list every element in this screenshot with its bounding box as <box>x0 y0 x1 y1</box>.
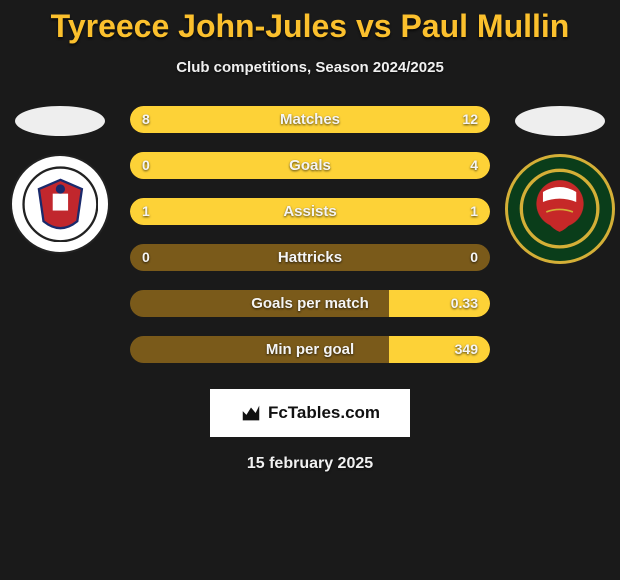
crest-right-icon <box>518 167 601 250</box>
stat-right-value: 4 <box>470 152 478 179</box>
stat-right-value: 12 <box>462 106 478 133</box>
stat-left-value: 1 <box>142 198 150 225</box>
stat-right-value: 0.33 <box>451 290 478 317</box>
stats-list: 8 12 Matches 0 4 Goals 1 1 Assists 0 0 Hattricks 0.3… <box>130 106 490 363</box>
comparison-panel: 8 12 Matches 0 4 Goals 1 1 Assists 0 0 Hattricks 0.3… <box>0 106 620 363</box>
stat-right-fill <box>310 198 490 225</box>
brand-text: FcTables.com <box>268 403 380 423</box>
stat-label: Min per goal <box>266 341 354 358</box>
stat-row: 349 Min per goal <box>130 336 490 363</box>
stat-label: Goals per match <box>251 295 369 312</box>
stat-row: 1 1 Assists <box>130 198 490 225</box>
player-silhouette-right <box>515 106 605 136</box>
stat-left-fill <box>130 106 274 133</box>
club-crest-right <box>505 154 615 264</box>
right-player-column <box>500 106 620 264</box>
stat-row: 0 4 Goals <box>130 152 490 179</box>
stat-row: 8 12 Matches <box>130 106 490 133</box>
brand-logo-icon <box>240 402 262 424</box>
stat-right-value: 0 <box>470 244 478 271</box>
stat-row: 0 0 Hattricks <box>130 244 490 271</box>
stat-label: Goals <box>289 157 331 174</box>
footer-date: 15 february 2025 <box>0 455 620 473</box>
crest-left-icon <box>22 166 99 243</box>
stat-row: 0.33 Goals per match <box>130 290 490 317</box>
stat-left-value: 0 <box>142 152 150 179</box>
stat-left-value: 0 <box>142 244 150 271</box>
page-title: Tyreece John-Jules vs Paul Mullin <box>0 0 620 45</box>
stat-right-value: 349 <box>455 336 478 363</box>
brand-watermark: FcTables.com <box>210 389 410 437</box>
stat-label: Assists <box>283 203 336 220</box>
player-silhouette-left <box>15 106 105 136</box>
stat-label: Matches <box>280 111 340 128</box>
stat-right-value: 1 <box>470 198 478 225</box>
subtitle: Club competitions, Season 2024/2025 <box>0 59 620 76</box>
club-crest-left <box>10 154 110 254</box>
stat-left-value: 8 <box>142 106 150 133</box>
left-player-column <box>0 106 120 254</box>
stat-label: Hattricks <box>278 249 342 266</box>
